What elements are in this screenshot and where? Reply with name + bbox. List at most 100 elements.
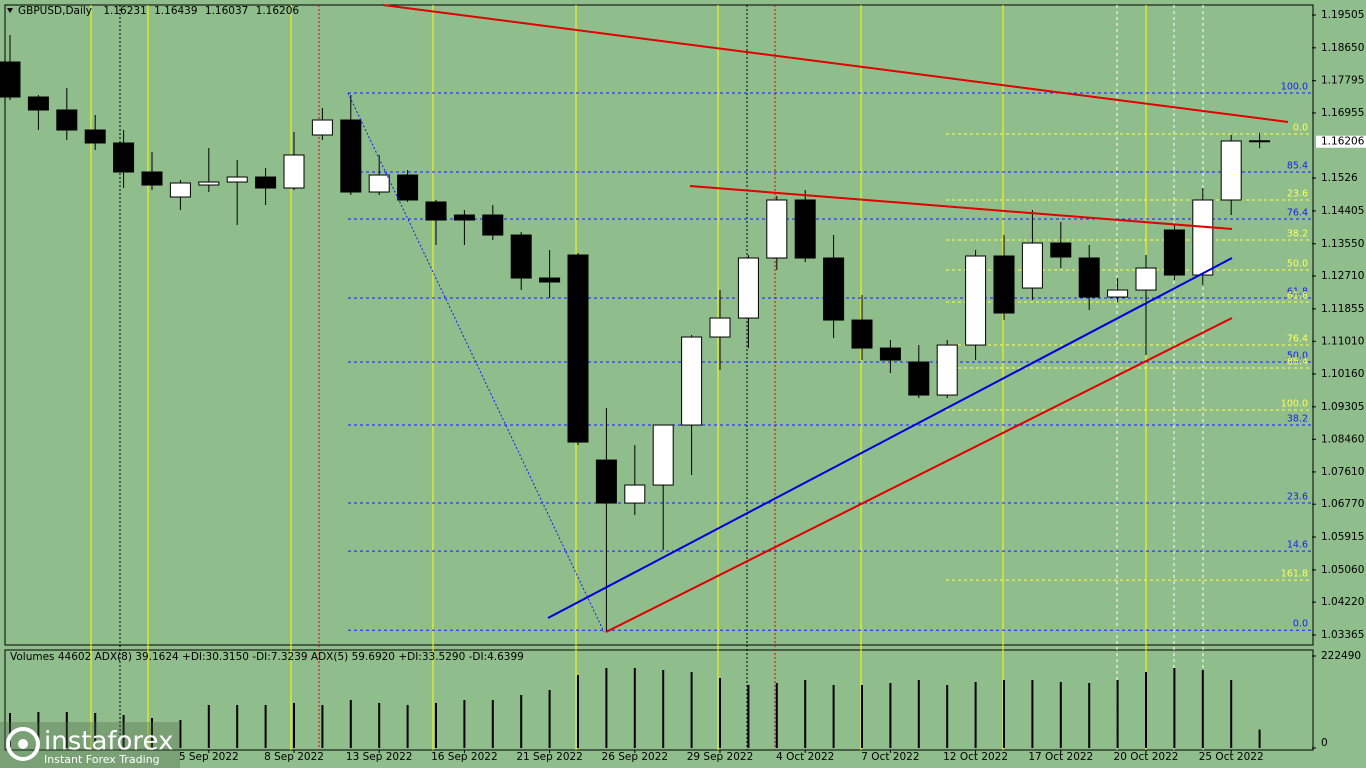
trendline <box>689 185 1233 230</box>
candle-body <box>1107 289 1129 298</box>
fib-anchor <box>347 92 605 633</box>
fib-label: 50.0 <box>1287 259 1308 270</box>
candle-body <box>908 361 930 396</box>
candle-body <box>397 174 419 201</box>
fib-label: 61.8 <box>1287 291 1308 302</box>
y-tick-label: 1.10160 <box>1321 368 1364 380</box>
candle-body <box>283 154 305 189</box>
candle-body <box>482 214 504 236</box>
x-tick-label: 5 Sep 2022 <box>179 751 239 763</box>
fib-label: 76.4 <box>1287 208 1308 219</box>
candle-body <box>1021 242 1043 289</box>
candle-body <box>453 214 475 221</box>
candle-body <box>1078 257 1100 298</box>
y-tick-label: 1.17795 <box>1321 75 1364 87</box>
y-tick-label: 1.05915 <box>1321 531 1364 543</box>
candle-body <box>84 129 106 144</box>
y-tick-label: 1.08460 <box>1321 433 1364 445</box>
candle-body <box>340 119 362 193</box>
candle-body <box>766 199 788 259</box>
candle-body <box>624 484 646 504</box>
candle-body <box>965 255 987 346</box>
x-tick-label: 8 Sep 2022 <box>264 751 324 763</box>
volume-frame <box>4 649 1314 751</box>
price-frame <box>4 4 1314 646</box>
fib-label: 161.8 <box>1281 569 1308 580</box>
header-high: 1.16439 <box>154 5 197 17</box>
x-tick-label: 17 Oct 2022 <box>1028 751 1093 763</box>
candle-body <box>141 171 163 186</box>
fib-label: 61.8 <box>1287 287 1308 298</box>
fib-label: 100.0 <box>1281 82 1308 93</box>
fib-label: 14.6 <box>1287 540 1308 551</box>
candle-body <box>1249 140 1271 143</box>
logo-brand: instaforex <box>44 727 173 757</box>
y-tick-label: 1.05060 <box>1321 564 1364 576</box>
candle-body <box>510 234 532 279</box>
y-tick-label: 1.07610 <box>1321 466 1364 478</box>
y-tick-label: 222490 <box>1321 650 1361 662</box>
x-tick-label: 16 Sep 2022 <box>431 751 498 763</box>
header-open: 1.16231 <box>103 5 146 17</box>
y-tick-label: 1.13550 <box>1321 238 1364 250</box>
fib-label: 0.0 <box>1293 619 1308 630</box>
y-tick-label: 1.14405 <box>1321 205 1364 217</box>
y-tick-label: 1.12710 <box>1321 270 1364 282</box>
fib-label: 23.6 <box>1287 492 1308 503</box>
y-tick-label: 1.11010 <box>1321 335 1364 347</box>
y-tick-label: 1.04220 <box>1321 596 1364 608</box>
volume-title: Volumes 44602 ADX(8) 39.1624 +DI:30.3150… <box>10 651 524 663</box>
header-close: 1.16206 <box>256 5 300 17</box>
candle-body <box>823 257 845 321</box>
fib-label: 76.4 <box>1287 334 1308 345</box>
candle-layer <box>0 35 1271 633</box>
candle-body <box>1163 229 1185 276</box>
header-low: 1.16037 <box>205 5 248 17</box>
candle-body <box>368 174 390 193</box>
header: GBPUSD,Daily 1.16231 1.16439 1.16037 1.1… <box>18 5 299 17</box>
fib-label: 23.6 <box>1287 188 1308 199</box>
candle-body <box>539 277 561 283</box>
y-tick-label: 1.06770 <box>1321 498 1364 510</box>
x-tick-label: 4 Oct 2022 <box>776 751 834 763</box>
candle-body <box>1220 140 1242 201</box>
header-arrow <box>7 8 13 13</box>
current-price-box <box>1316 135 1366 148</box>
candle-body <box>879 347 901 361</box>
candle-body <box>851 319 873 349</box>
candle-body <box>113 142 135 173</box>
fib-label: 0.0 <box>1293 122 1308 133</box>
x-tick-label: 21 Sep 2022 <box>516 751 583 763</box>
header-symbol: GBPUSD,Daily <box>18 5 92 17</box>
candle-body <box>794 199 816 259</box>
logo-icon <box>18 739 28 749</box>
candle-body <box>709 317 731 338</box>
candle-body <box>567 254 589 443</box>
trendline <box>382 4 1289 123</box>
y-tick-label: 1.03365 <box>1321 629 1364 641</box>
y-tick-label: 1.1526 <box>1321 172 1358 184</box>
x-tick-label: 7 Oct 2022 <box>861 751 919 763</box>
candle-body <box>1135 267 1157 291</box>
fib-label: 100.0 <box>1281 399 1308 410</box>
candle-body <box>0 61 21 98</box>
candle-body <box>1050 242 1072 258</box>
candle-body <box>737 257 759 319</box>
logo-tagline: Instant Forex Trading <box>44 753 160 766</box>
candle-body <box>169 182 191 198</box>
candle-body <box>595 459 617 504</box>
x-tick-label: 25 Oct 2022 <box>1199 751 1264 763</box>
y-tick-label: 1.19505 <box>1321 9 1364 21</box>
fib-label: 38.2 <box>1287 229 1308 240</box>
trendline <box>547 257 1233 619</box>
current-price-label: 1.16206 <box>1321 136 1365 148</box>
y-tick-label: 1.18650 <box>1321 42 1364 54</box>
x-tick-label: 20 Oct 2022 <box>1114 751 1179 763</box>
x-tick-label: 13 Sep 2022 <box>346 751 413 763</box>
candle-body <box>27 96 49 111</box>
candle-body <box>255 176 277 189</box>
x-tick-label: 26 Sep 2022 <box>602 751 669 763</box>
candle-body <box>226 176 248 183</box>
logo-icon <box>6 727 40 761</box>
